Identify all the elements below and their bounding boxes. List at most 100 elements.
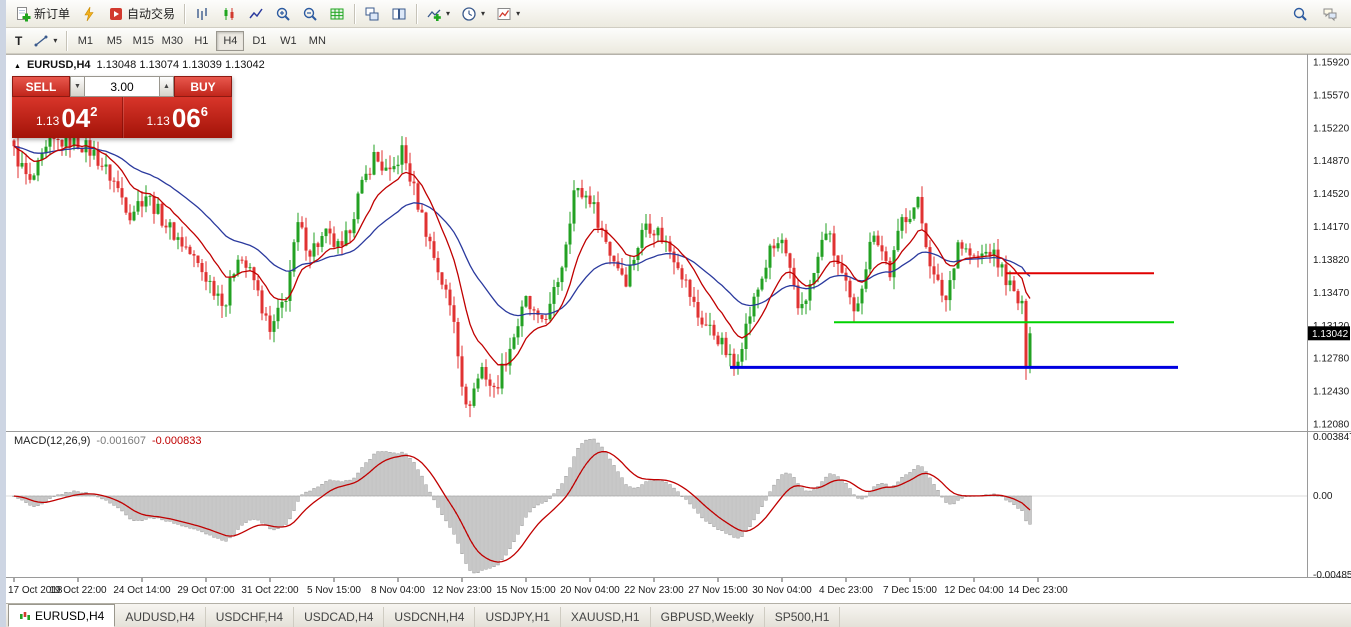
chart-tab-9[interactable]: SP500,H1 (765, 607, 841, 627)
quick-tools-button[interactable] (76, 3, 102, 25)
new-order-icon (17, 6, 31, 21)
candlestick-icon (224, 7, 234, 20)
draw-tools-button[interactable]: ▾ (28, 30, 62, 52)
svg-text:1.15920: 1.15920 (1313, 58, 1350, 69)
timeframe-h4[interactable]: H4 (216, 30, 245, 51)
svg-text:1.13470: 1.13470 (1313, 288, 1350, 299)
svg-text:0.00: 0.00 (1313, 491, 1333, 502)
macd-indicator-label: MACD(12,26,9) -0.001607 -0.000833 (14, 435, 202, 447)
trendline-icon (34, 35, 48, 46)
lightning-icon (84, 6, 94, 21)
sell-price[interactable]: 1.13 04 2 (12, 97, 123, 138)
timeframe-m30[interactable]: M30 (158, 31, 186, 51)
timeframe-m1[interactable]: M1 (71, 31, 99, 51)
timeframe-m5[interactable]: M5 (100, 31, 128, 51)
chart-tab-label: USDCHF,H4 (215, 610, 284, 624)
svg-text:24 Oct 14:00: 24 Oct 14:00 (113, 585, 171, 596)
toolbar-separator (416, 3, 418, 24)
svg-text:30 Nov 04:00: 30 Nov 04:00 (752, 585, 812, 596)
templates-button[interactable]: ▾ (491, 3, 525, 25)
toolbar-separator (184, 3, 186, 24)
timeframe-m15[interactable]: M15 (129, 31, 157, 51)
chart-tab-3[interactable]: USDCHF,H4 (206, 607, 295, 627)
bar-chart-button[interactable] (189, 3, 215, 25)
svg-text:1.15220: 1.15220 (1313, 123, 1350, 134)
zoom-out-button[interactable] (297, 3, 323, 25)
ohlc-bars-icon (197, 7, 207, 20)
macd-main-value: -0.001607 (96, 435, 146, 447)
indicators-button[interactable]: ▾ (421, 3, 455, 25)
chart-tab-8[interactable]: GBPUSD,Weekly (651, 607, 765, 627)
svg-text:22 Nov 23:00: 22 Nov 23:00 (624, 585, 684, 596)
volume-input[interactable] (85, 76, 159, 97)
svg-text:7 Dec 15:00: 7 Dec 15:00 (883, 585, 937, 596)
timeframe-mn[interactable]: MN (303, 31, 331, 51)
svg-text:5 Nov 15:00: 5 Nov 15:00 (307, 585, 361, 596)
chart-tab-6[interactable]: USDJPY,H1 (475, 607, 561, 627)
chart-tab-4[interactable]: USDCAD,H4 (294, 607, 385, 627)
svg-text:17 Oct 2018: 17 Oct 2018 (8, 585, 63, 596)
buy-price-base: 1.13 (146, 114, 170, 128)
sell-button[interactable]: SELL (12, 76, 70, 97)
cursor-button[interactable]: T (10, 30, 27, 52)
chart-tab-icon (20, 611, 30, 620)
svg-text:12 Nov 23:00: 12 Nov 23:00 (432, 585, 492, 596)
chart-tab-label: USDCNH,H4 (394, 610, 465, 624)
chat-button[interactable] (1317, 3, 1343, 25)
chart-tab-2[interactable]: AUDUSD,H4 (115, 607, 206, 627)
new-order-label: 新订单 (34, 7, 71, 21)
toolbar-separator (354, 3, 356, 24)
volume-up-button[interactable]: ▲ (159, 76, 174, 97)
buy-price-point: 6 (200, 104, 208, 119)
chart-tab-label: USDCAD,H4 (304, 610, 374, 624)
sell-price-point: 2 (90, 104, 98, 119)
volume-up-icon: ▲ (163, 83, 170, 90)
new-chart-button[interactable] (324, 3, 350, 25)
price-chart[interactable]: 1.15920 1.15570 1.15220 1.14870 1.14520 1.141… (6, 54, 1351, 603)
collapse-triangle-icon[interactable]: ▲ (14, 63, 21, 70)
search-button[interactable] (1287, 3, 1313, 25)
buy-button[interactable]: BUY (174, 76, 232, 97)
svg-text:1.14870: 1.14870 (1313, 156, 1350, 167)
timeframe-w1[interactable]: W1 (274, 31, 302, 51)
svg-text:8 Nov 04:00: 8 Nov 04:00 (371, 585, 425, 596)
svg-text:12 Dec 04:00: 12 Dec 04:00 (944, 585, 1004, 596)
tile-windows-button[interactable] (359, 3, 385, 25)
chart-tab-7[interactable]: XAUUSD,H1 (561, 607, 651, 627)
auto-trading-icon (110, 7, 123, 20)
dropdown-caret-icon: ▾ (516, 8, 521, 18)
line-chart-button[interactable] (243, 3, 269, 25)
timeframe-d1[interactable]: D1 (245, 31, 273, 51)
dropdown-caret-icon: ▾ (53, 35, 58, 45)
svg-text:1.12780: 1.12780 (1313, 354, 1350, 365)
periods-button[interactable]: ▾ (456, 3, 490, 25)
svg-text:1.13042: 1.13042 (1312, 329, 1349, 340)
chart-tab-label: AUDUSD,H4 (125, 610, 195, 624)
chart-ohlc-values: 1.13048 1.13074 1.13039 1.13042 (96, 59, 265, 71)
candlestick-chart-button[interactable] (216, 3, 242, 25)
svg-text:20 Nov 04:00: 20 Nov 04:00 (560, 585, 620, 596)
zoom-out-icon (303, 7, 317, 21)
chart-tab-label: USDJPY,H1 (485, 610, 550, 624)
buy-price[interactable]: 1.13 06 6 (123, 97, 233, 138)
timeframe-h1[interactable]: H1 (187, 31, 215, 51)
auto-trading-button[interactable]: 自动交易 (103, 3, 180, 25)
search-icon (1293, 7, 1307, 21)
new-order-button[interactable]: 新订单 (10, 3, 75, 25)
svg-text:15 Nov 15:00: 15 Nov 15:00 (496, 585, 556, 596)
cascade-windows-button[interactable] (386, 3, 412, 25)
sell-price-base: 1.13 (35, 114, 60, 128)
chart-tab-label: XAUUSD,H1 (570, 610, 640, 624)
line-chart-icon (249, 8, 263, 18)
chart-tabs-bar: EURUSD,H4 AUDUSD,H4 USDCHF,H4 USDCAD,H4 USDC… (6, 603, 1351, 627)
volume-down-button[interactable]: ▼ (70, 76, 85, 97)
chart-tab-5[interactable]: USDCNH,H4 (384, 607, 476, 627)
buy-price-pips: 06 (171, 102, 201, 133)
svg-text:1.15570: 1.15570 (1313, 90, 1350, 101)
svg-text:27 Nov 15:00: 27 Nov 15:00 (688, 585, 748, 596)
indicators-icon (427, 9, 441, 21)
timeframe-toolbar: T ▾ M1 M5 M15 M30 H1 H4 D1 W1 MN (6, 28, 1351, 54)
zoom-in-button[interactable] (270, 3, 296, 25)
chart-tab-1[interactable]: EURUSD,H4 (8, 604, 116, 627)
